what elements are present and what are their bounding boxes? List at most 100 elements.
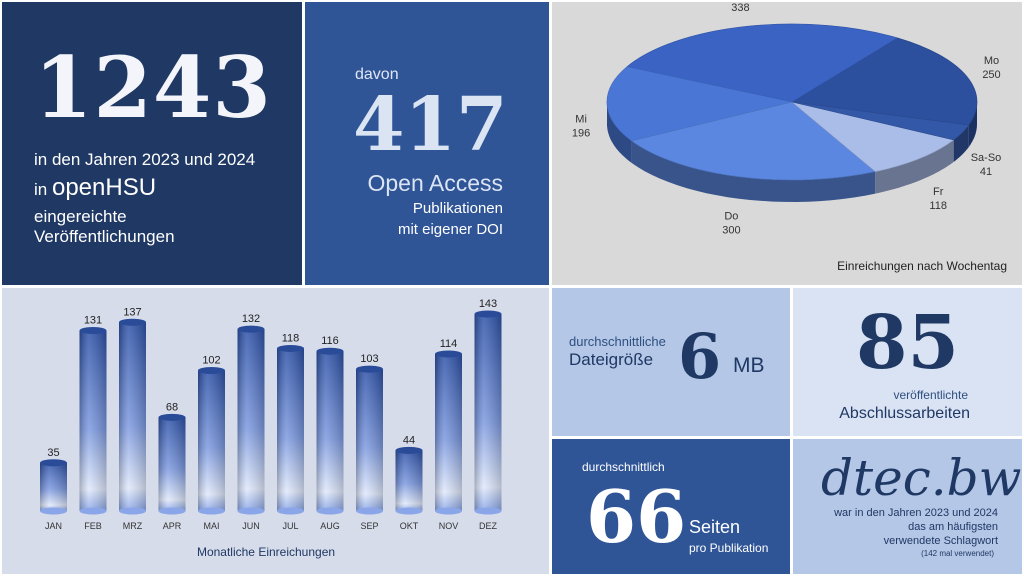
bar-value-sep: 103 bbox=[360, 353, 378, 365]
kpi-pages-label-2: pro Publikation bbox=[689, 541, 769, 555]
bar-category-nov: NOV bbox=[439, 521, 459, 531]
bar-cap-aug bbox=[316, 347, 344, 355]
bar-shading-dez bbox=[474, 314, 502, 511]
bar-category-okt: OKT bbox=[400, 521, 419, 531]
kpi-keyword-label-4: (142 mal verwendet) bbox=[921, 549, 994, 558]
bar-base-apr bbox=[158, 507, 186, 515]
bar-chart-title: Monatliche Einreichungen bbox=[197, 545, 335, 559]
bar-base-jun bbox=[237, 507, 265, 515]
bar-base-mai bbox=[198, 507, 225, 515]
bar-category-jun: JUN bbox=[242, 521, 260, 531]
bar-category-sep: SEP bbox=[360, 521, 378, 531]
kpi-total-tile: 1243 in den Jahren 2023 und 2024 in open… bbox=[2, 2, 302, 285]
bar-cap-okt bbox=[395, 446, 423, 454]
bar-category-dez: DEZ bbox=[479, 521, 498, 531]
pie-chart-title: Einreichungen nach Wochentag bbox=[837, 259, 1007, 273]
bar-value-okt: 44 bbox=[403, 434, 415, 446]
bar-base-aug bbox=[316, 507, 344, 515]
bar-category-aug: AUG bbox=[320, 521, 340, 531]
bar-cap-mrz bbox=[119, 318, 146, 326]
bar-category-mai: MAI bbox=[203, 521, 219, 531]
pie-slice-side-mo bbox=[968, 102, 977, 148]
bar-base-mrz bbox=[119, 507, 146, 515]
bar-value-jan: 35 bbox=[47, 447, 59, 459]
bar-shading-jul bbox=[277, 348, 304, 511]
bar-category-feb: FEB bbox=[84, 521, 102, 531]
bar-cap-feb bbox=[79, 327, 107, 335]
kpi-open-access-tile: davon 417 Open Access Publikationen mit … bbox=[305, 2, 549, 285]
bar-category-jul: JUL bbox=[282, 521, 298, 531]
kpi-oa-prefix: davon bbox=[355, 66, 399, 83]
kpi-theses-label-1: veröffentlichte bbox=[893, 388, 969, 402]
kpi-pages-value: 66 bbox=[586, 474, 687, 559]
pie-slice-mi bbox=[606, 66, 793, 142]
kpi-filesize-tile: durchschnittliche Dateigröße 6 MB bbox=[552, 288, 790, 436]
bar-cap-jul bbox=[277, 344, 304, 352]
kpi-keyword-label-1: war in den Jahren 2023 und 2024 bbox=[834, 507, 998, 519]
pie-slice-sa-so bbox=[791, 101, 970, 141]
pie-value-mo: 250 bbox=[982, 69, 1000, 81]
monthly-bar-tile: 35 JAN 131 FEB 137 MRZ 68 APR 102 MAI 132 JUN 118 JUL… bbox=[2, 288, 549, 574]
kpi-oa-label-1: Open Access bbox=[367, 170, 503, 196]
kpi-filesize-label-1: durchschnittliche bbox=[569, 334, 666, 349]
kpi-oa-value: 417 bbox=[353, 82, 508, 168]
kpi-pages-unit: Seiten bbox=[689, 517, 741, 537]
kpi-theses-tile: 85 veröffentlichte Abschlussarbeiten bbox=[793, 288, 1022, 436]
pie-slice-side-mi bbox=[607, 102, 632, 163]
bar-cap-mai bbox=[198, 366, 225, 374]
kpi-total-repo-prefix: in bbox=[34, 180, 48, 199]
bar-base-feb bbox=[79, 507, 107, 515]
weekday-pie-chart: Mo250Di338Mi196Do300Fr118Sa-So41Einreich… bbox=[572, 2, 1007, 273]
kpi-total-repo-name: openHSU bbox=[51, 174, 157, 201]
bar-cap-apr bbox=[158, 413, 186, 421]
pie-label-mo: Mo bbox=[984, 55, 999, 67]
kpi-pages-label-1: durchschnittlich bbox=[582, 460, 665, 474]
pie-slice-side-sa-so bbox=[953, 125, 969, 162]
bar-cap-nov bbox=[435, 350, 462, 358]
bar-value-feb: 131 bbox=[84, 315, 102, 327]
bar-shading-mai bbox=[198, 370, 225, 511]
bar-category-jan: JAN bbox=[45, 521, 62, 531]
bar-shading-nov bbox=[435, 353, 462, 511]
kpi-total-label-2: Veröffentlichungen bbox=[34, 227, 175, 246]
bar-shading-aug bbox=[316, 351, 344, 511]
bar-base-dez bbox=[474, 507, 502, 515]
bar-value-mai: 102 bbox=[202, 354, 220, 366]
bar-value-mrz: 137 bbox=[123, 306, 141, 318]
kpi-theses-label-2: Abschlussarbeiten bbox=[839, 405, 970, 422]
kpi-keyword-label-3: verwendete Schlagwort bbox=[883, 535, 998, 547]
pie-slice-di bbox=[626, 23, 899, 103]
kpi-total-repository-line: in openHSU bbox=[34, 174, 156, 202]
bar-shading-jan bbox=[40, 462, 67, 511]
bar-shading-feb bbox=[79, 330, 107, 511]
pie-slice-side-fr bbox=[875, 139, 954, 194]
bar-shading-okt bbox=[395, 450, 423, 511]
bar-cap-jan bbox=[40, 459, 67, 467]
bar-cap-jun bbox=[237, 325, 265, 333]
kpi-keyword-tile: dtec.bw war in den Jahren 2023 und 2024 … bbox=[793, 439, 1022, 574]
bar-cap-dez bbox=[474, 310, 502, 318]
bar-value-jul: 118 bbox=[282, 332, 300, 344]
bar-value-nov: 114 bbox=[440, 338, 458, 350]
bar-base-sep bbox=[356, 507, 383, 515]
kpi-oa-label-3: mit eigener DOI bbox=[397, 221, 503, 238]
pie-label-do: Do bbox=[724, 211, 738, 223]
weekday-pie-tile: Mo250Di338Mi196Do300Fr118Sa-So41Einreich… bbox=[552, 2, 1022, 285]
bar-value-aug: 116 bbox=[321, 335, 339, 347]
bar-base-jul bbox=[277, 507, 304, 515]
bar-shading-jun bbox=[237, 329, 265, 511]
pie-slice-do bbox=[630, 101, 876, 181]
kpi-total-value: 1243 bbox=[34, 38, 272, 137]
pie-value-do: 300 bbox=[722, 225, 740, 237]
kpi-total-label-1: eingereichte bbox=[34, 207, 127, 226]
bar-value-apr: 68 bbox=[166, 401, 178, 413]
pie-label-fr: Fr bbox=[933, 186, 944, 198]
bar-value-dez: 143 bbox=[479, 298, 497, 310]
pie-value-di: 338 bbox=[731, 2, 749, 14]
pie-value-fr: 118 bbox=[929, 200, 947, 212]
pie-slice-side-do bbox=[631, 140, 876, 202]
kpi-keyword-label-2: das am häufigsten bbox=[908, 521, 998, 533]
monthly-bar-chart: 35 JAN 131 FEB 137 MRZ 68 APR 102 MAI 132 JUN 118 JUL… bbox=[40, 298, 502, 559]
pie-value-mi: 196 bbox=[572, 128, 590, 140]
pie-slice-fr bbox=[791, 101, 955, 172]
